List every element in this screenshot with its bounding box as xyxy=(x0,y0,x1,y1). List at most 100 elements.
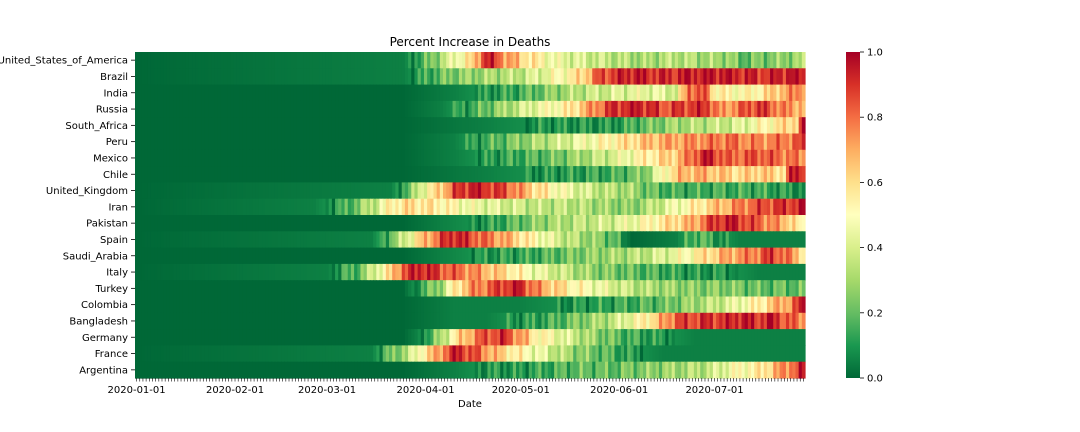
heatmap-cell xyxy=(535,280,539,298)
heatmap-cell xyxy=(395,312,400,330)
heatmap-cell xyxy=(401,329,406,346)
heatmap-cell xyxy=(728,68,733,86)
heatmap-cell xyxy=(744,198,749,216)
heatmap-cell xyxy=(357,215,362,232)
heatmap-cell xyxy=(284,329,289,346)
heatmap-cell xyxy=(468,329,473,346)
heatmap-cell xyxy=(173,117,177,135)
heatmap-cell xyxy=(792,361,797,379)
heatmap-cell xyxy=(274,133,279,151)
heatmap-cell xyxy=(347,133,352,151)
heatmap-cell xyxy=(700,133,704,151)
heatmap-cell xyxy=(239,312,244,330)
heatmap-cell xyxy=(281,280,285,298)
heatmap-cell xyxy=(360,280,365,298)
heatmap-cell xyxy=(477,345,482,363)
heatmap-cell xyxy=(316,361,320,379)
heatmap-cell xyxy=(344,117,349,135)
heatmap-cell xyxy=(649,84,654,102)
heatmap-cell xyxy=(481,182,485,200)
heatmap-cell xyxy=(198,263,203,281)
heatmap-cell xyxy=(684,231,689,249)
heatmap-cell xyxy=(201,100,206,118)
heatmap-cell xyxy=(414,68,419,86)
heatmap-cell xyxy=(738,263,743,281)
heatmap-cell xyxy=(630,68,635,86)
heatmap-cell xyxy=(182,215,187,232)
heatmap-cell xyxy=(436,280,441,298)
heatmap-cell xyxy=(554,100,558,118)
heatmap-cell xyxy=(290,231,295,249)
heatmap-cell xyxy=(611,52,616,69)
heatmap-cell xyxy=(312,361,317,379)
heatmap-cell xyxy=(658,149,663,167)
heatmap-cell xyxy=(277,296,282,314)
heatmap-cell xyxy=(731,100,736,118)
heatmap-cell xyxy=(712,263,717,281)
heatmap-cell xyxy=(627,100,631,118)
heatmap-cell xyxy=(195,133,200,151)
heatmap-cell xyxy=(163,182,168,200)
heatmap-cell xyxy=(408,198,412,216)
heatmap-cell xyxy=(719,247,724,265)
heatmap-cell xyxy=(557,247,562,265)
heatmap-cell xyxy=(163,52,168,69)
heatmap-cell xyxy=(496,52,501,69)
heatmap-cell xyxy=(401,231,406,249)
heatmap-cell xyxy=(271,247,276,265)
heatmap-cell xyxy=(763,329,768,346)
heatmap-cell xyxy=(185,133,190,151)
heatmap-cell xyxy=(655,215,660,232)
heatmap-cell xyxy=(617,100,622,118)
heatmap-cell xyxy=(325,280,330,298)
heatmap-cell xyxy=(652,345,657,363)
heatmap-cell xyxy=(579,361,584,379)
heatmap-cell xyxy=(287,149,292,167)
heatmap-cell xyxy=(801,361,806,379)
heatmap-cell xyxy=(376,231,381,249)
heatmap-cell xyxy=(500,329,504,346)
heatmap-cell xyxy=(300,345,304,363)
heatmap-cell xyxy=(782,215,787,232)
heatmap-cell xyxy=(493,312,498,330)
heatmap-cell xyxy=(360,84,365,102)
heatmap-cell xyxy=(389,149,393,167)
heatmap-cell xyxy=(630,198,635,216)
heatmap-cell xyxy=(284,296,289,314)
heatmap-cell xyxy=(557,100,562,118)
heatmap-cell xyxy=(443,68,447,86)
heatmap-cell xyxy=(309,215,314,232)
heatmap-cell xyxy=(262,247,266,265)
heatmap-cell xyxy=(522,247,527,265)
heatmap-cell xyxy=(589,215,593,232)
heatmap-cell xyxy=(779,182,784,200)
heatmap-cell xyxy=(265,296,269,314)
heatmap-cell xyxy=(150,166,155,183)
heatmap-cell xyxy=(516,329,520,346)
heatmap-cell xyxy=(306,312,311,330)
heatmap-cell xyxy=(582,68,587,86)
heatmap-cell xyxy=(751,329,755,346)
heatmap-cell xyxy=(798,68,803,86)
heatmap-cell xyxy=(633,68,638,86)
heatmap-cell xyxy=(284,68,289,86)
heatmap-cell xyxy=(262,361,266,379)
heatmap-cell xyxy=(341,345,346,363)
heatmap-cell xyxy=(531,133,536,151)
heatmap-cell xyxy=(443,215,447,232)
heatmap-cell xyxy=(204,117,209,135)
heatmap-cell xyxy=(538,312,543,330)
heatmap-cell xyxy=(239,263,244,281)
heatmap-cell xyxy=(271,345,276,363)
heatmap-cell xyxy=(236,247,241,265)
heatmap-cell xyxy=(449,117,454,135)
heatmap-cell xyxy=(789,361,793,379)
heatmap-cell xyxy=(446,247,450,265)
heatmap-cell xyxy=(643,198,647,216)
heatmap-cell xyxy=(366,117,371,135)
heatmap-cell xyxy=(185,198,190,216)
heatmap-cell xyxy=(325,117,330,135)
heatmap-cell xyxy=(747,166,752,183)
heatmap-cell xyxy=(439,133,444,151)
heatmap-cell xyxy=(242,247,247,265)
